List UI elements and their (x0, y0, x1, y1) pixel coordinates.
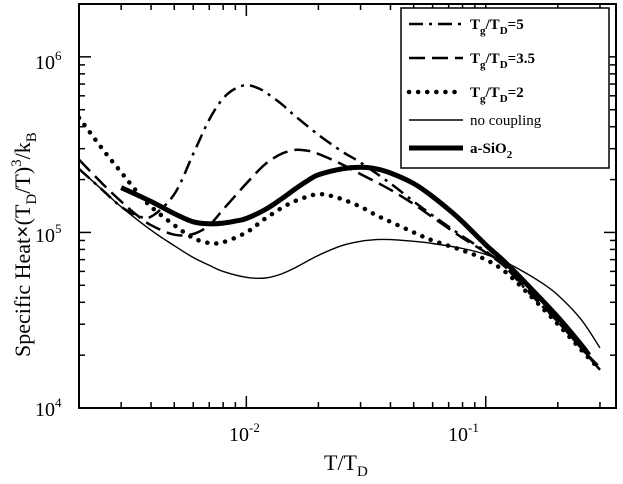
legend-label-tg2: Tg/TD=2 (470, 85, 524, 105)
ticks-layer (78, 3, 616, 409)
legend-label-asio2: a-SiO2 (470, 141, 513, 161)
series-line-asio2 (120, 164, 592, 357)
legend: Tg/TD=5 Tg/TD=3.5 Tg/TD=2 no coupling a-… (400, 7, 610, 169)
legend-label-tg5: Tg/TD=5 (470, 17, 524, 37)
series-layer (79, 83, 603, 373)
series-line-tg35 (79, 148, 601, 371)
y-axis-title: Specific Heat×(TD/T)3/kB (9, 132, 40, 357)
x-tick-label-1: 10-2 (229, 420, 260, 446)
series-line-nocoupling (79, 168, 601, 349)
y-tick-label-3: 106 (35, 48, 62, 74)
legend-label-nocoupling: no coupling (470, 113, 542, 129)
plot-frame (78, 3, 617, 409)
legend-box (400, 7, 610, 169)
series-line-tg2 (79, 115, 603, 373)
y-tick-label-1: 104 (35, 395, 62, 421)
x-axis-title: T/TD (324, 450, 368, 479)
x-tick-label-2: 10-1 (448, 420, 479, 446)
legend-label-tg35: Tg/TD=3.5 (470, 51, 535, 71)
y-tick-label-2: 105 (35, 221, 62, 247)
